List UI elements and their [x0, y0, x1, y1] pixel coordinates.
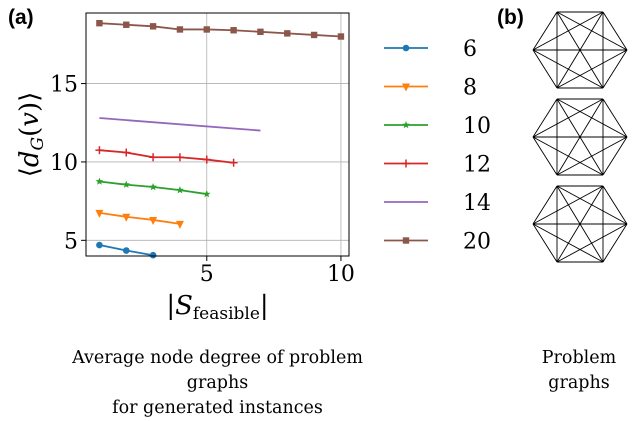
y-tick-label-10: 10 — [50, 151, 78, 176]
caption-a-line-2: for generated instances — [112, 398, 323, 418]
series-8-point-1 — [122, 213, 131, 222]
series-20-point-2 — [149, 23, 157, 30]
problem-graph-3 — [532, 185, 628, 263]
series-20-point-7 — [284, 30, 291, 37]
caption-b-line-1: Problem — [541, 348, 617, 368]
y-tick-label-5: 5 — [64, 229, 78, 254]
legend-label-6: 6 — [463, 37, 477, 62]
series-20 — [96, 19, 345, 40]
legend-marker-8 — [402, 83, 410, 92]
x-tick-label-5: 5 — [200, 262, 214, 287]
axis-labels: |Sfeasible| ⟨dG(v)⟩ — [15, 92, 269, 324]
legend-entry-20: 20 — [384, 230, 491, 255]
series-20-point-4 — [203, 26, 210, 33]
series-20-line — [99, 22, 342, 38]
x-tick-label-10: 10 — [327, 262, 355, 287]
series-6-point-1 — [122, 247, 130, 254]
series-12-point-1 — [122, 148, 131, 157]
problem-graph-2 — [532, 98, 628, 176]
series-20-point-1 — [123, 21, 130, 28]
y-axis-label: ⟨dG(v)⟩ — [15, 92, 48, 178]
series-10-point-4 — [202, 190, 211, 198]
caption-b-line-2: graphs — [548, 373, 610, 393]
series-8-line — [99, 211, 181, 225]
legend-entry-8: 8 — [384, 76, 477, 101]
ticks: 5 10 5 10 15 — [50, 73, 355, 287]
series-12-point-3 — [175, 153, 184, 162]
legend-marker-10 — [402, 121, 410, 129]
caption-a-line-1: Average node degree of problem graphs — [72, 348, 363, 393]
series-8-point-3 — [175, 220, 184, 229]
x-axis-label: |Sfeasible| — [166, 291, 268, 324]
series-12-point-4 — [202, 155, 211, 164]
legend-label-14: 14 — [463, 191, 491, 216]
legend-marker-20 — [402, 237, 410, 244]
series-6 — [96, 241, 157, 259]
series-20-point-9 — [337, 33, 345, 40]
legend-label-8: 8 — [463, 76, 477, 101]
legend: 6 8 10 12 14 20 — [384, 37, 491, 255]
panel-a-label: (a) — [8, 6, 34, 29]
chart-svg: 5 10 5 10 15 |Sfeasible| ⟨dG(v)⟩ 6 8 10 12 14 20 — [15, 11, 628, 324]
series-6-point-0 — [96, 241, 103, 249]
series-12-point-2 — [149, 153, 158, 162]
series-10-point-0 — [95, 177, 104, 185]
series-8-point-2 — [149, 216, 158, 225]
series-10-point-3 — [176, 186, 184, 194]
legend-label-20: 20 — [463, 230, 491, 255]
y-tick-label-15: 15 — [50, 73, 78, 98]
series-14 — [99, 117, 261, 132]
series-10 — [95, 177, 211, 198]
legend-marker-12 — [402, 159, 410, 168]
problem-graph-1 — [532, 11, 628, 89]
caption-a: Average node degree of problem graphs fo… — [40, 346, 395, 421]
figure: (a) (b) 5 10 5 10 15 |Sfeasible| ⟨dG(v)⟩ 6 8 1… — [8, 6, 634, 418]
series-layer — [95, 19, 345, 259]
series-20-point-0 — [96, 19, 103, 27]
grid — [86, 13, 349, 256]
series-20-point-8 — [310, 31, 318, 39]
series-12-point-5 — [229, 158, 238, 167]
caption-b: Problem graphs — [524, 346, 634, 396]
series-6-point-2 — [149, 251, 157, 259]
legend-marker-6 — [402, 44, 410, 52]
series-10-point-2 — [149, 183, 157, 191]
series-8 — [95, 209, 184, 229]
legend-entry-14: 14 — [384, 191, 491, 216]
series-12-point-0 — [95, 146, 104, 155]
legend-entry-12: 12 — [384, 153, 491, 178]
legend-label-10: 10 — [463, 114, 491, 139]
series-10-point-1 — [122, 180, 131, 188]
series-14-line — [99, 117, 261, 132]
axes-frame — [85, 12, 350, 257]
series-12-line — [99, 149, 234, 164]
series-20-point-6 — [257, 28, 264, 36]
legend-entry-10: 10 — [384, 114, 491, 139]
series-8-point-0 — [95, 209, 104, 218]
problem-graphs — [532, 11, 628, 263]
panel-b-label: (b) — [497, 6, 524, 29]
series-20-point-3 — [176, 26, 184, 33]
legend-entry-6: 6 — [384, 37, 477, 62]
series-12 — [95, 146, 238, 167]
legend-label-12: 12 — [463, 153, 491, 178]
series-20-point-5 — [230, 27, 237, 34]
